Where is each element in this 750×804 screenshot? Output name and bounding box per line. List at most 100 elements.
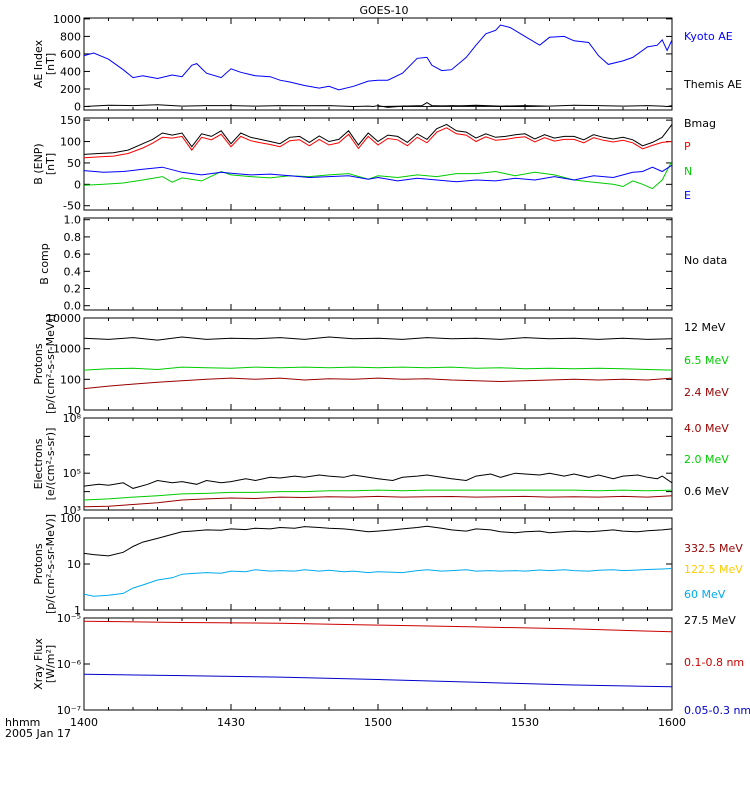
series-12-mev <box>84 336 672 341</box>
time-axis-label: hhmm <box>5 716 40 729</box>
y-tick-label: 800 <box>60 30 81 43</box>
y-tick-label: 100 <box>60 136 81 149</box>
legend-entry: E <box>684 189 691 202</box>
y-tick-label: 600 <box>60 48 81 61</box>
y-tick-label: 1000 <box>53 343 81 356</box>
legend-entry: N <box>684 165 692 178</box>
series-0-6-mev <box>84 472 672 489</box>
legend-entry: No data <box>684 254 727 267</box>
series-0-1-0-8-nm <box>84 620 672 633</box>
legend-entry: Bmag <box>684 117 716 130</box>
series-2-4-mev <box>84 377 672 390</box>
series-e <box>84 164 672 183</box>
y-axis-label: [nT] <box>44 153 57 175</box>
y-tick-label: 10 <box>67 404 81 417</box>
series-0-05-0-3-nm <box>84 673 672 688</box>
y-axis-label: [nT] <box>44 53 57 75</box>
y-tick-label: -50 <box>63 200 81 213</box>
legend-entry: 122.5 MeV <box>684 563 743 576</box>
y-tick-label: 0.6 <box>64 248 82 261</box>
panel-bfield: -50 0 50 100 150 B (ENP) [nT] Bmag PNE <box>32 114 716 213</box>
y-tick-label: 0.4 <box>64 265 82 278</box>
y-axis-label: Electrons <box>32 438 45 489</box>
legend-entry: 2.0 MeV <box>684 453 729 466</box>
x-tick-label: 1530 <box>511 716 539 729</box>
y-tick-label: 0 <box>74 178 81 191</box>
x-tick-label: 1400 <box>70 716 98 729</box>
y-axis-label: Protons <box>32 343 45 384</box>
y-axis-label: [p/(cm²-s-sr-MeV)] <box>44 514 57 614</box>
panel-bcomp: 0.0 0.2 0.4 0.6 0.8 1.0 B comp No data <box>38 214 727 313</box>
y-axis-label: Protons <box>32 543 45 584</box>
y-axis-label: Xray Flux <box>32 638 45 690</box>
legend-entry: 332.5 MeV <box>684 542 743 555</box>
legend-entry: 0.6 MeV <box>684 485 729 498</box>
series-4-0-mev <box>84 495 672 508</box>
y-tick-label: 100 <box>60 373 81 386</box>
y-tick-label: 10⁻⁵ <box>57 612 81 625</box>
legend-entry: 2.4 MeV <box>684 386 729 399</box>
x-tick-label: 1430 <box>217 716 245 729</box>
y-axis-label: AE Index <box>32 39 45 88</box>
y-tick-label: 150 <box>60 114 81 127</box>
series-6-5-mev <box>84 366 672 371</box>
y-tick-label: 400 <box>60 65 81 78</box>
legend-entry: 12 MeV <box>684 321 726 334</box>
legend-entry: 60 MeV <box>684 588 726 601</box>
series-60-mev <box>84 568 672 597</box>
chart-title: GOES-10 <box>359 4 408 17</box>
series-2-0-mev <box>84 489 672 501</box>
panel-protons_low: 10 100 1000 10000 Protons [p/(cm²-s-sr-MeV)] 1… <box>32 312 729 417</box>
y-tick-label: 0.0 <box>64 300 82 313</box>
legend-entry: 6.5 MeV <box>684 354 729 367</box>
y-tick-label: 10⁻⁶ <box>57 658 82 671</box>
panel-frame <box>83 217 673 311</box>
y-tick-label: 10³ <box>63 504 81 517</box>
panel-electrons: 10³ 10⁵ 10⁸ Electrons [e/(cm²-s-sr)] 4.0 MeV 2… <box>32 412 729 517</box>
y-tick-label: 200 <box>60 83 81 96</box>
panel-protons_high: 1 10 100 Protons [p/(cm²-s-sr-MeV)] 332.5 MeV… <box>32 512 743 627</box>
y-tick-label: 1.0 <box>64 214 82 227</box>
y-axis-label: [p/(cm²-s-sr-MeV)] <box>44 314 57 414</box>
series-p <box>84 127 672 159</box>
y-tick-label: 1 <box>74 604 81 617</box>
series-n <box>84 160 672 190</box>
legend-entry: 4.0 MeV <box>684 422 729 435</box>
legend-entry: 0.05-0.3 nm <box>684 704 750 717</box>
panel-xray: 10⁻⁷ 10⁻⁶ 10⁻⁵ Xray Flux [W/m²] 0.1-0.8 nm 0.0… <box>32 612 750 717</box>
series-27-5-mev <box>84 525 672 557</box>
panel-frame <box>83 317 673 411</box>
y-tick-label: 100 <box>60 512 81 525</box>
y-tick-label: 10⁻⁷ <box>57 704 81 717</box>
legend-entry: Themis AE <box>683 78 742 91</box>
panel-ae: 0 200 400 600 800 1000 AE Index [nT] Kyoto AE The… <box>32 13 742 114</box>
y-tick-label: 0 <box>74 100 81 113</box>
y-axis-label: [W/m²] <box>44 645 57 683</box>
panel-frame <box>83 617 673 711</box>
series-bmag <box>84 123 672 155</box>
y-tick-label: 0.8 <box>64 231 82 244</box>
legend-entry: Kyoto AE <box>684 30 733 43</box>
y-tick-label: 10⁵ <box>63 467 81 480</box>
y-axis-label: B (ENP) <box>32 143 45 184</box>
panel-frame <box>83 17 673 111</box>
y-tick-label: 10 <box>67 558 81 571</box>
legend-entry: P <box>684 140 691 153</box>
series-kyoto-ae <box>84 24 672 91</box>
y-tick-label: 50 <box>67 157 81 170</box>
y-tick-label: 10000 <box>46 312 81 325</box>
y-tick-label: 1000 <box>53 13 81 26</box>
series-themis-ae <box>84 102 672 108</box>
x-tick-label: 1500 <box>364 716 392 729</box>
legend-entry: 27.5 MeV <box>684 614 736 627</box>
y-axis-label: B comp <box>38 243 51 285</box>
legend-entry: 0.1-0.8 nm <box>684 656 744 669</box>
date-label: 2005 Jan 17 <box>5 727 71 740</box>
y-axis-label: [e/(cm²-s-sr)] <box>44 428 57 501</box>
x-tick-label: 1600 <box>658 716 686 729</box>
panel-frame <box>83 117 673 211</box>
y-tick-label: 10⁸ <box>63 412 82 425</box>
